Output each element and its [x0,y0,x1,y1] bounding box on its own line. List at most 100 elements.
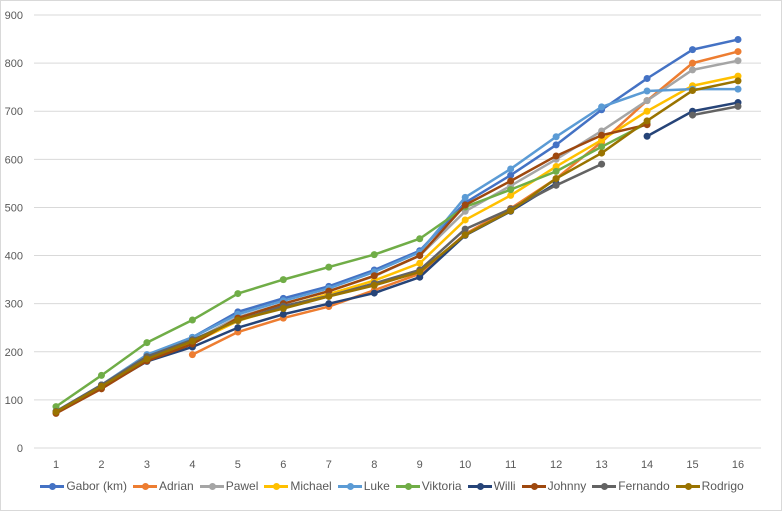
legend-line-marker-icon [675,482,700,490]
legend-item: Rodrigo [675,479,744,493]
chart-legend: Gabor (km) Adrian Pawel Michael Luke Viktoria… [1,479,782,493]
legend-line-marker-icon [521,482,546,490]
data-point [370,281,378,289]
data-point [507,171,515,179]
data-point [325,292,333,300]
x-tick-label: 4 [189,459,195,471]
data-point [552,133,560,141]
legend-item: Viktoria [395,479,462,493]
series-michael [52,72,742,416]
data-point [188,316,196,324]
data-point [325,287,333,295]
legend-item: Luke [337,479,390,493]
data-point [598,143,606,151]
data-point [689,111,697,119]
legend-item: Willi [467,479,516,493]
legend-label: Rodrigo [701,479,744,493]
x-tick-label: 14 [641,459,653,471]
legend-line-marker-icon [40,482,65,490]
data-point [643,75,651,83]
data-point [552,167,560,175]
legend-label: Gabor (km) [66,479,127,493]
legend-label: Pawel [225,479,259,493]
x-tick-label: 6 [280,459,286,471]
data-point [461,193,469,201]
y-tick-label: 600 [5,154,23,166]
y-tick-label: 300 [5,299,23,311]
x-tick-label: 8 [371,459,377,471]
data-point [689,87,697,95]
x-tick-label: 2 [98,459,104,471]
y-tick-label: 0 [17,443,23,455]
data-point [97,371,105,379]
data-point [734,36,742,44]
data-point [416,268,424,276]
x-tick-label: 3 [144,459,150,471]
data-point [279,310,287,318]
data-point [143,339,151,347]
legend-line-marker-icon [467,482,492,490]
y-tick-label: 900 [5,10,23,22]
data-point [416,273,424,281]
legend-item: Michael [264,479,332,493]
data-point [507,207,515,215]
data-point [734,72,742,80]
data-point [552,163,560,171]
data-point [507,165,515,173]
data-point [598,160,606,168]
data-point [52,408,60,416]
y-tick-label: 700 [5,106,23,118]
data-point [643,87,651,95]
y-tick-label: 800 [5,58,23,70]
data-point [234,324,242,332]
legend-line-marker-icon [133,482,157,490]
x-tick-label: 1 [53,459,59,471]
data-point [279,276,287,284]
legend-line-marker-icon [264,482,289,490]
data-point [598,131,606,139]
data-point [188,351,196,359]
data-point [643,107,651,115]
data-point [643,132,651,140]
legend-label: Adrian [159,479,194,493]
x-tick-label: 12 [550,459,562,471]
data-point [461,216,469,224]
legend-item: Fernando [592,479,670,493]
legend-label: Willi [493,479,516,493]
legend-item: Adrian [133,479,194,493]
x-tick-label: 10 [459,459,471,471]
data-point [370,251,378,259]
x-tick-label: 16 [732,459,744,471]
data-point [461,225,469,233]
y-tick-label: 500 [5,202,23,214]
data-point [552,141,560,149]
data-point [143,355,151,363]
x-tick-label: 13 [595,459,607,471]
data-point [279,304,287,312]
legend-line-marker-icon [337,482,362,490]
series-rodrigo [52,77,742,416]
data-point [598,149,606,157]
data-point [734,48,742,56]
legend-line-marker-icon [395,482,420,490]
data-point [325,300,333,308]
legend-line-marker-icon [199,482,224,490]
data-point [734,102,742,110]
x-tick-label: 7 [326,459,332,471]
data-point [461,231,469,239]
legend-label: Fernando [618,479,670,493]
data-point [507,177,515,185]
data-point [734,77,742,85]
legend-item: Johnny [521,479,587,493]
x-tick-label: 11 [505,459,516,471]
data-point [643,117,651,125]
legend-label: Michael [290,479,332,493]
data-point [734,85,742,93]
data-point [234,316,242,324]
data-point [643,97,651,105]
x-tick-label: 9 [417,459,423,471]
legend-label: Johnny [547,479,587,493]
x-tick-label: 15 [686,459,698,471]
data-point [689,66,697,74]
